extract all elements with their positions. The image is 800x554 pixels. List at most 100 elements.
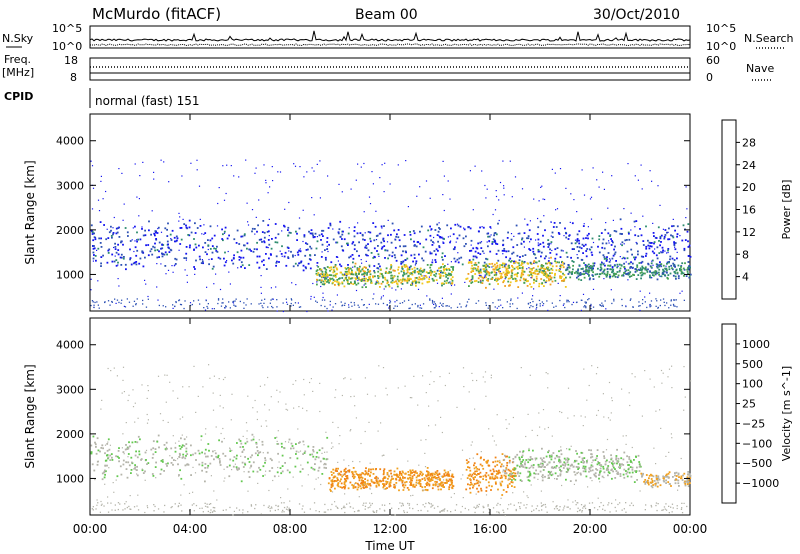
power-echo-point <box>309 245 311 248</box>
power-speckle <box>230 165 232 167</box>
velocity-echo-point <box>257 452 260 454</box>
velocity-echo-point <box>118 460 120 463</box>
velocity-echo-point <box>494 477 496 480</box>
velocity-speckle <box>572 501 574 503</box>
power-echo-point <box>330 261 333 264</box>
power-echo-point <box>424 250 427 253</box>
power-echo-point <box>390 265 393 267</box>
velocity-echo-point <box>273 475 276 478</box>
power-echo-point <box>439 277 441 279</box>
velocity-echo-point <box>159 473 162 475</box>
power-echo-point <box>602 270 605 273</box>
velocity-echo-point <box>614 477 617 479</box>
power-echo-point <box>579 272 582 274</box>
power-echo-point <box>661 246 664 249</box>
power-echo-point <box>194 243 197 246</box>
power-echo-point <box>401 283 404 285</box>
power-echo-point <box>438 267 440 270</box>
power-ground-point <box>243 307 245 309</box>
velocity-speckle <box>146 413 148 416</box>
power-ground-point <box>184 300 186 302</box>
power-speckle <box>664 250 666 252</box>
power-echo-point <box>485 276 487 279</box>
power-echo-point <box>361 273 363 276</box>
velocity-speckle <box>146 397 148 399</box>
velocity-speckle <box>331 491 334 493</box>
power-echo-point <box>352 273 354 276</box>
power-echo-point <box>501 266 504 268</box>
power-echo-point <box>329 269 331 272</box>
velocity-echo-point <box>383 477 385 479</box>
power-echo-point <box>373 265 376 267</box>
power-speckle <box>587 226 589 228</box>
velocity-echo-point <box>565 478 567 481</box>
velocity-echo-point <box>256 470 259 473</box>
velocity-speckle <box>268 409 270 411</box>
velocity-echo-point <box>677 482 680 485</box>
power-echo-point <box>358 269 360 272</box>
power-echo-point <box>554 279 557 282</box>
power-speckle <box>182 218 184 220</box>
power-echo-point <box>400 281 403 284</box>
power-echo-point <box>189 244 191 247</box>
power-echo-point <box>418 253 420 256</box>
velocity-speckle <box>330 447 333 449</box>
power-speckle <box>163 161 165 163</box>
velocity-echo-point <box>654 484 657 487</box>
velocity-echo-point <box>606 466 609 469</box>
power-echo-point <box>413 240 415 243</box>
power-ground-point <box>324 299 326 301</box>
power-speckle <box>589 198 592 200</box>
power-echo-point <box>363 274 366 277</box>
velocity-echo-point <box>330 490 332 492</box>
velocity-speckle <box>536 434 539 437</box>
velocity-echo-point <box>146 463 148 465</box>
velocity-echo-point <box>346 475 349 477</box>
power-echo-point <box>488 273 491 276</box>
power-echo-point <box>509 284 511 287</box>
power-echo-point <box>558 261 560 264</box>
power-echo-point <box>642 267 644 269</box>
velocity-echo-point <box>686 478 689 481</box>
power-echo-point <box>586 234 589 237</box>
power-echo-point <box>349 255 352 258</box>
velocity-echo-point <box>541 474 544 476</box>
power-ground-point <box>662 298 665 300</box>
velocity-echo-point <box>106 464 108 467</box>
velocity-echo-point <box>653 480 656 482</box>
velocity-speckle <box>588 384 590 387</box>
velocity-speckle <box>440 475 442 477</box>
power-speckle <box>559 168 562 170</box>
power-echo-point <box>583 262 585 264</box>
velocity-speckle <box>212 409 215 411</box>
power-echo-point <box>649 245 652 247</box>
velocity-echo-point <box>482 467 485 470</box>
velocity-echo-point <box>526 476 529 479</box>
velocity-echo-point <box>516 464 519 467</box>
power-ground-point <box>642 299 644 301</box>
power-echo-point <box>664 234 667 236</box>
power-speckle <box>441 297 443 299</box>
power-echo-point <box>426 264 429 266</box>
power-echo-point <box>565 232 568 235</box>
velocity-echo-point <box>666 475 669 478</box>
power-echo-point <box>679 269 681 272</box>
power-echo-point <box>634 271 637 273</box>
power-echo-point <box>576 246 579 248</box>
velocity-echo-point <box>154 451 157 453</box>
power-echo-point <box>136 249 139 252</box>
power-echo-point <box>363 239 366 241</box>
power-speckle <box>400 288 402 290</box>
power-ground-point <box>158 304 160 307</box>
power-speckle <box>608 242 610 244</box>
power-speckle <box>474 165 476 167</box>
date-title: 30/Oct/2010 <box>593 7 680 23</box>
velocity-echo-point <box>567 468 569 471</box>
power-speckle <box>369 203 372 205</box>
power-echo-point <box>636 264 639 267</box>
power-speckle <box>587 273 589 275</box>
power-echo-point <box>501 249 504 252</box>
power-speckle <box>114 255 116 257</box>
power-ground-point <box>261 305 263 307</box>
velocity-echo-point <box>389 469 392 472</box>
